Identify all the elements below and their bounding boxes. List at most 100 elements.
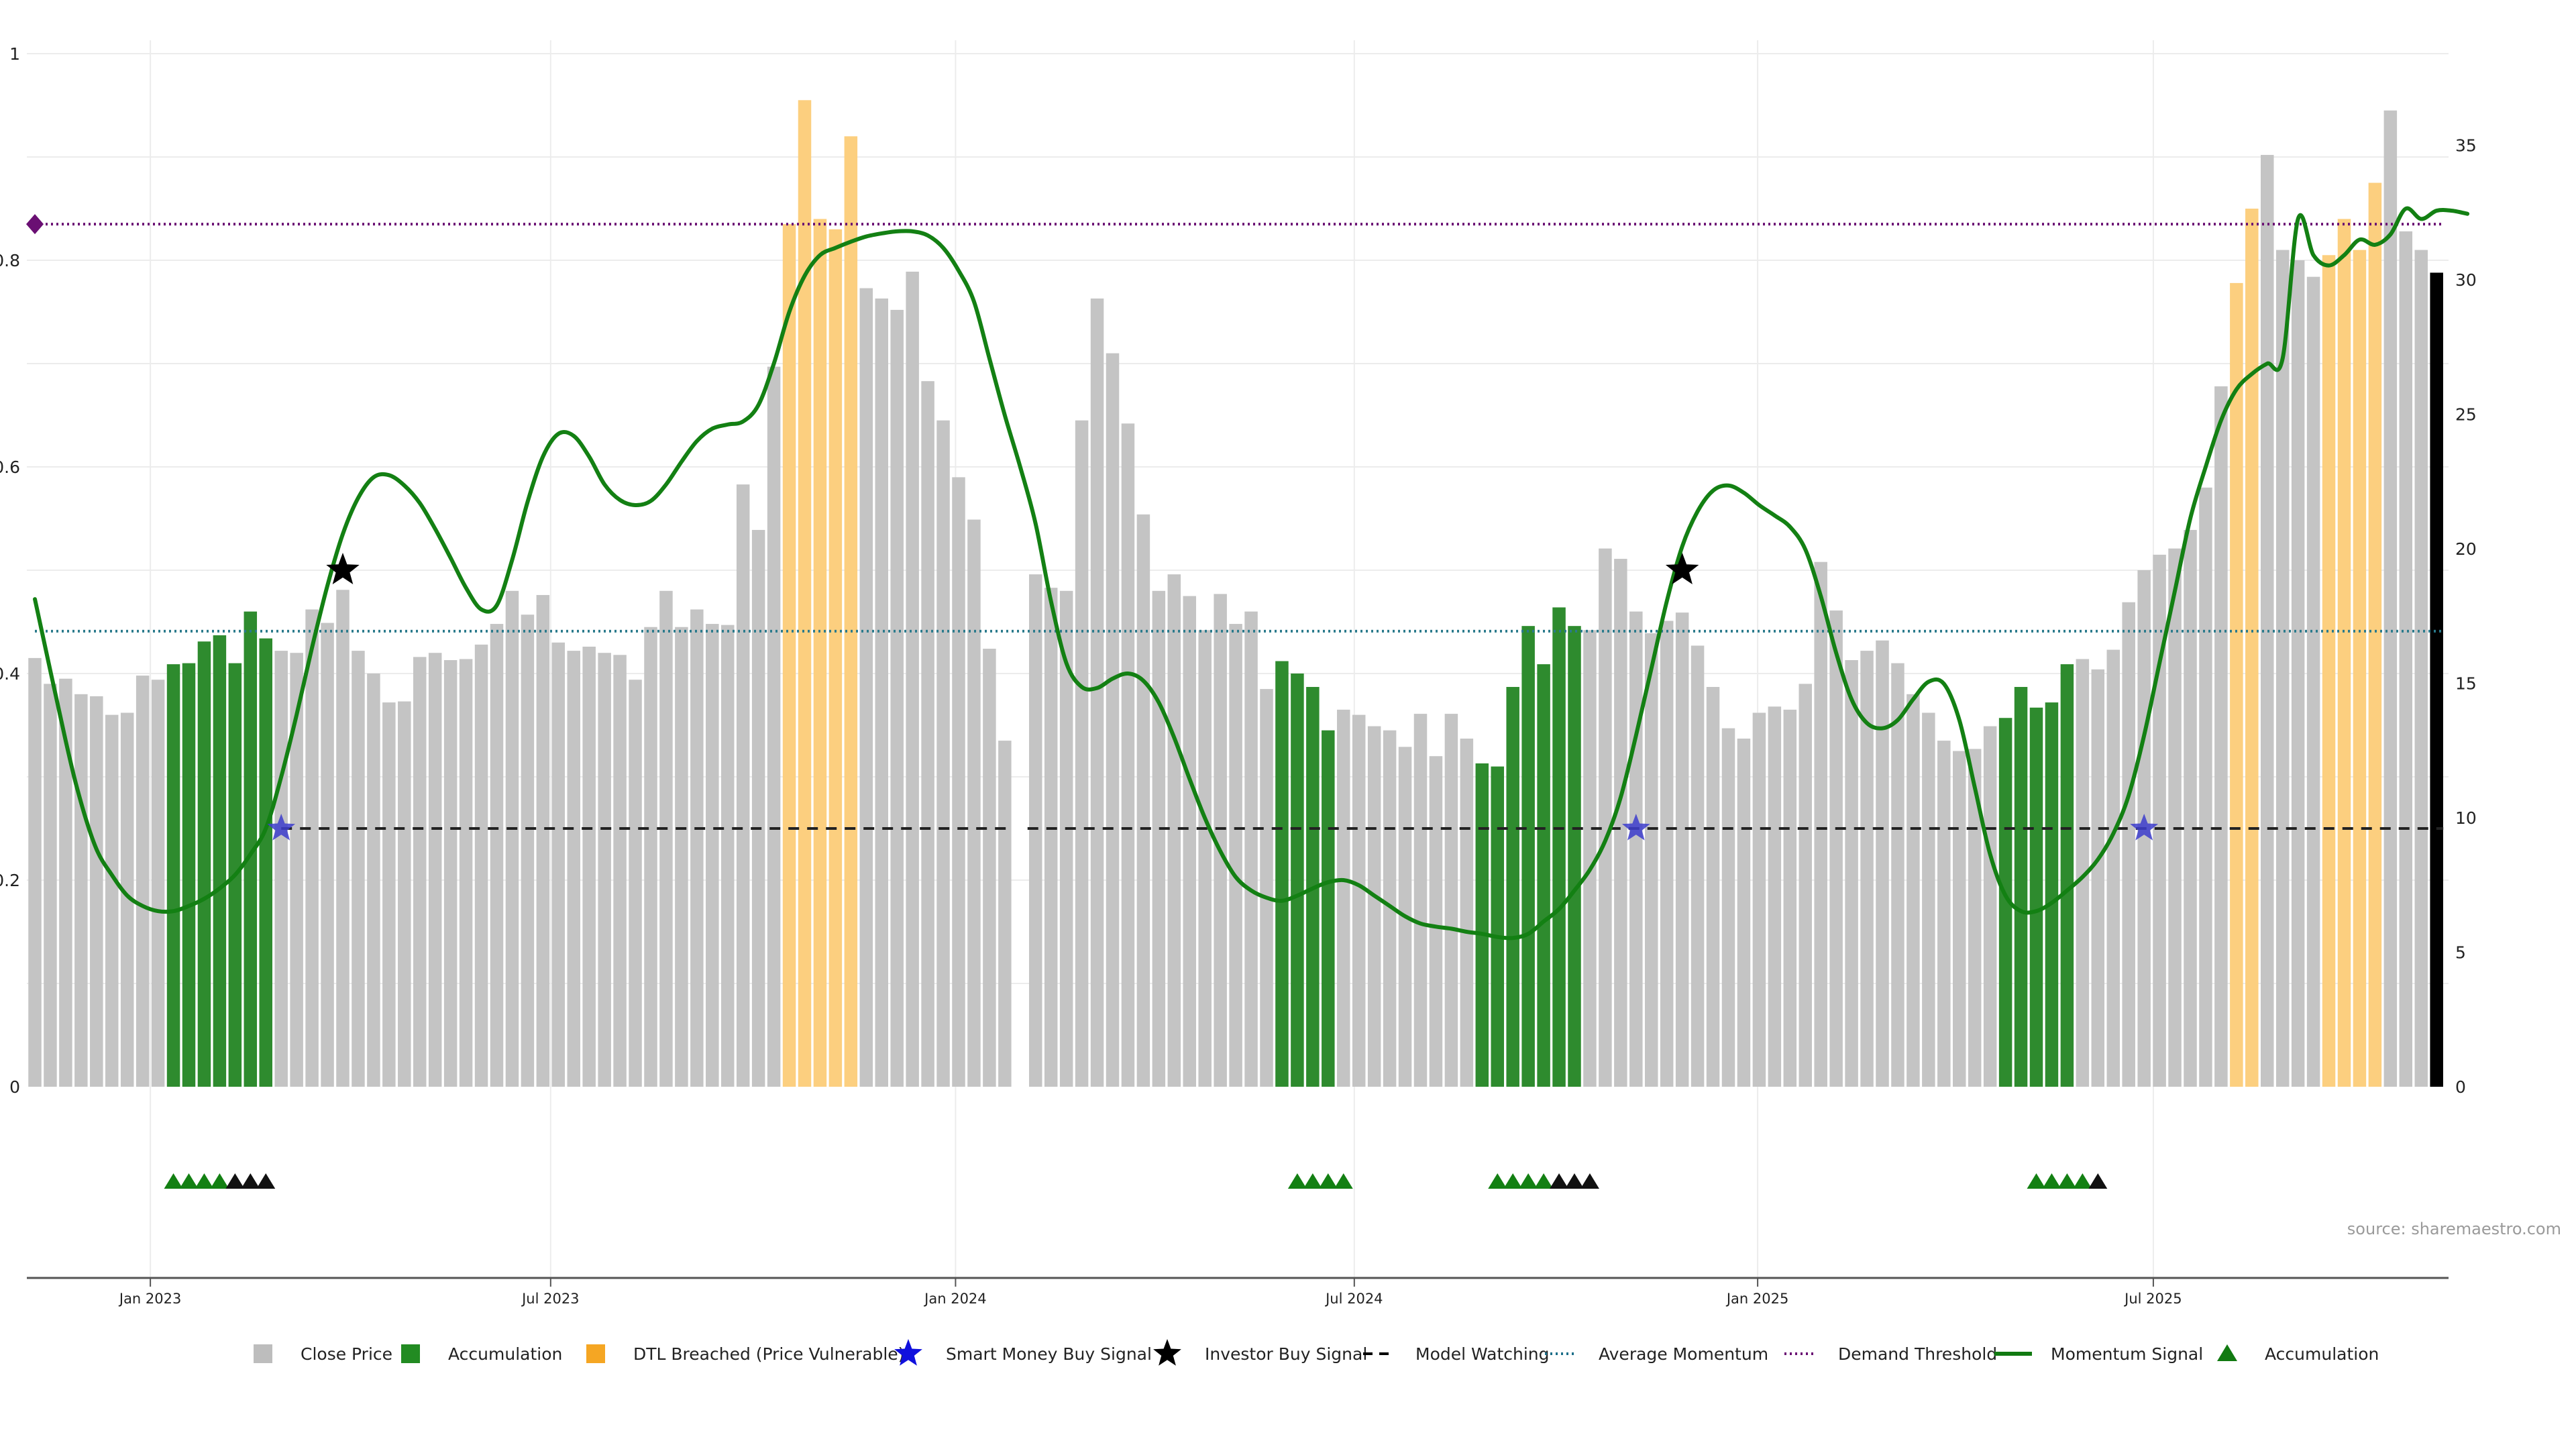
accumulation-marker	[1565, 1173, 1584, 1189]
bar-gray	[644, 627, 657, 1087]
bar-gray	[413, 657, 427, 1087]
bar-gray	[459, 659, 473, 1087]
legend-label: Demand Threshold	[1838, 1344, 1997, 1364]
momentum-signal	[33, 206, 2470, 941]
bar-gray	[2091, 669, 2105, 1087]
smart-money-buy-star	[2130, 814, 2159, 841]
bar-gray	[629, 680, 642, 1087]
bar-gray	[1229, 624, 1242, 1087]
bar-gray	[2414, 250, 2428, 1087]
right-tick-label: 5	[2455, 943, 2466, 962]
accumulation-marker	[1550, 1173, 1569, 1189]
bar-gray	[120, 712, 134, 1087]
bar-gray	[1690, 645, 1705, 1087]
legend-swatch	[254, 1344, 272, 1363]
bar-green	[1521, 626, 1535, 1087]
left-tick-label: 0.6	[0, 458, 20, 477]
bar-gray	[613, 655, 627, 1087]
bar-gray	[1121, 423, 1135, 1087]
bar-gray	[1337, 709, 1350, 1087]
bar-gray	[1968, 749, 1982, 1087]
bar-gray	[28, 657, 42, 1087]
legend-item: Model Watching	[1363, 1344, 1550, 1364]
bar-green	[197, 641, 211, 1087]
bar-green	[182, 663, 196, 1087]
accumulation-marker	[1488, 1173, 1507, 1189]
bar-green	[259, 638, 272, 1087]
bar-orange	[813, 219, 827, 1087]
legend-star-icon	[1153, 1339, 1181, 1366]
accumulation-marker	[225, 1173, 245, 1189]
legend-item: Average Momentum	[1545, 1344, 1768, 1364]
legend-label: Investor Buy Signal	[1205, 1344, 1367, 1364]
bar-gray	[1444, 714, 1458, 1087]
accumulation-marker	[1318, 1173, 1338, 1189]
accumulation-marker	[1503, 1173, 1523, 1189]
bar-gray	[767, 366, 781, 1087]
bar-gray	[1922, 712, 1935, 1087]
legend-item: Accumulation	[2217, 1344, 2379, 1364]
accumulation-marker	[1580, 1173, 1599, 1189]
bar-gray	[2291, 260, 2305, 1087]
bar-green	[2045, 702, 2059, 1087]
bar-gray	[274, 651, 288, 1087]
bar-gray	[1460, 739, 1474, 1087]
bar-undefined	[2430, 272, 2443, 1087]
accumulation-marker	[1534, 1173, 1554, 1189]
legend-label: Accumulation	[2265, 1344, 2379, 1364]
bar-gray	[736, 484, 750, 1087]
investor-buy-star	[1665, 553, 1699, 584]
bar-gray	[1075, 420, 1089, 1087]
bar-gray	[598, 653, 611, 1087]
bar-green	[1998, 718, 2012, 1087]
right-tick-label: 10	[2455, 808, 2477, 828]
right-tick-label: 0	[2455, 1077, 2466, 1097]
bar-gray	[706, 624, 719, 1087]
bar-gray	[2106, 649, 2120, 1087]
bar-orange	[2245, 209, 2259, 1087]
bar-gray	[1752, 712, 1766, 1087]
bar-gray	[1090, 298, 1104, 1087]
bar-gray	[151, 680, 165, 1087]
bar-green	[244, 611, 258, 1087]
accumulation-marker	[1303, 1173, 1322, 1189]
bar-gray	[1367, 726, 1381, 1087]
bar-orange	[828, 229, 843, 1087]
bar-gray	[2306, 276, 2320, 1087]
bar-gray	[336, 590, 350, 1087]
bar-gray	[1152, 590, 1166, 1087]
bar-gray	[2168, 548, 2182, 1087]
bar-gray	[1136, 514, 1150, 1087]
right-tick-label: 25	[2455, 405, 2477, 424]
bar-gray	[428, 653, 442, 1087]
momentum-signal-line	[33, 206, 2470, 941]
bar-gray	[921, 381, 934, 1087]
accumulation-marker	[2027, 1173, 2046, 1189]
bar-gray	[721, 625, 735, 1087]
bar-gray	[290, 653, 303, 1087]
x-tick-label: Jan 2025	[1725, 1291, 1789, 1307]
bar-gray	[1876, 640, 1889, 1087]
legend-label: Momentum Signal	[2051, 1344, 2203, 1364]
bar-gray	[998, 741, 1012, 1087]
legend-swatch	[586, 1344, 605, 1363]
accumulation-marker	[179, 1173, 199, 1189]
bar-green	[2060, 664, 2074, 1087]
legend-label: Smart Money Buy Signal	[946, 1344, 1152, 1364]
bar-gray	[398, 701, 411, 1087]
bar-gray	[890, 309, 904, 1087]
bars	[28, 100, 2443, 1087]
bar-green	[1537, 664, 1550, 1087]
bar-gray	[1783, 709, 1797, 1087]
bar-gray	[321, 623, 334, 1087]
legend-item: Investor Buy Signal	[1153, 1339, 1367, 1366]
x-tick-label: Jul 2023	[521, 1291, 579, 1307]
bar-gray	[443, 659, 458, 1087]
bar-gray	[1937, 741, 1951, 1087]
bar-gray	[1599, 548, 1612, 1087]
lower-panel	[164, 1173, 2108, 1189]
right-tick-label: 15	[2455, 674, 2477, 693]
bar-gray	[1629, 611, 1643, 1087]
bar-gray	[2383, 110, 2398, 1087]
bar-gray	[1044, 588, 1058, 1087]
